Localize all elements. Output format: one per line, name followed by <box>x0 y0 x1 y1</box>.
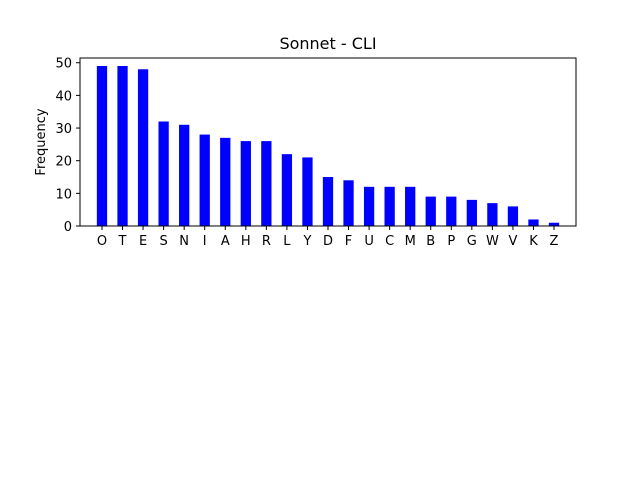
bar-V <box>507 206 519 226</box>
x-tick-label: W <box>486 234 499 249</box>
y-tick-label: 10 <box>55 187 72 202</box>
x-tick-label: S <box>159 234 167 249</box>
bar-R <box>261 141 272 226</box>
x-tick-label: L <box>283 234 291 249</box>
plot-area-frame <box>79 57 577 227</box>
x-tick-label: G <box>467 234 477 249</box>
x-tick-label: R <box>262 234 271 249</box>
bar-I <box>199 134 210 226</box>
x-tick-label: F <box>345 234 352 249</box>
bar-O <box>96 66 108 226</box>
x-tick-label: A <box>221 234 230 249</box>
bar-M <box>405 186 416 226</box>
x-tick-label: U <box>364 234 374 249</box>
y-axis-ticks: 0 10 20 30 40 50 <box>55 57 80 235</box>
x-tick-label: E <box>139 234 147 249</box>
x-tick-label: Z <box>550 234 559 249</box>
y-tick-label: 20 <box>55 155 72 170</box>
bar-L <box>281 154 293 226</box>
bar-U <box>363 186 375 226</box>
bar-T <box>117 66 128 226</box>
chart-title: Sonnet - CLI <box>279 34 376 53</box>
x-tick-label: C <box>385 234 394 249</box>
x-tick-label: H <box>241 234 251 249</box>
bar-E <box>137 69 149 227</box>
x-tick-label: N <box>179 234 189 249</box>
x-tick-label: Y <box>302 234 311 249</box>
x-tick-label: B <box>426 234 435 249</box>
x-tick-label: P <box>447 234 455 249</box>
bar-G <box>466 199 477 226</box>
y-axis-label: Frequency <box>34 108 49 175</box>
y-tick-label: 30 <box>55 122 72 137</box>
x-tick-label: O <box>97 234 107 249</box>
bar-C <box>384 186 395 226</box>
bar-H <box>240 141 251 226</box>
bar-K <box>528 219 539 226</box>
bar-N <box>179 124 190 226</box>
x-tick-label: K <box>529 234 538 249</box>
bar-W <box>487 203 498 226</box>
x-tick-label: M <box>405 234 416 249</box>
x-tick-label: T <box>118 234 127 249</box>
bar-D <box>322 177 334 226</box>
bar-A <box>220 137 231 226</box>
x-tick-label: I <box>203 234 207 249</box>
bar-S <box>158 121 169 226</box>
y-tick-label: 40 <box>55 89 72 104</box>
bar-F <box>343 180 354 226</box>
bar-P <box>446 196 457 226</box>
y-tick-label: 50 <box>55 57 72 72</box>
bars-group <box>96 66 560 227</box>
x-tick-label: V <box>508 234 517 249</box>
bar-Z <box>548 222 560 226</box>
y-tick-label: 0 <box>64 220 72 235</box>
x-tick-label: D <box>323 234 333 249</box>
bar-Y <box>302 157 313 226</box>
bar-B <box>425 196 436 226</box>
